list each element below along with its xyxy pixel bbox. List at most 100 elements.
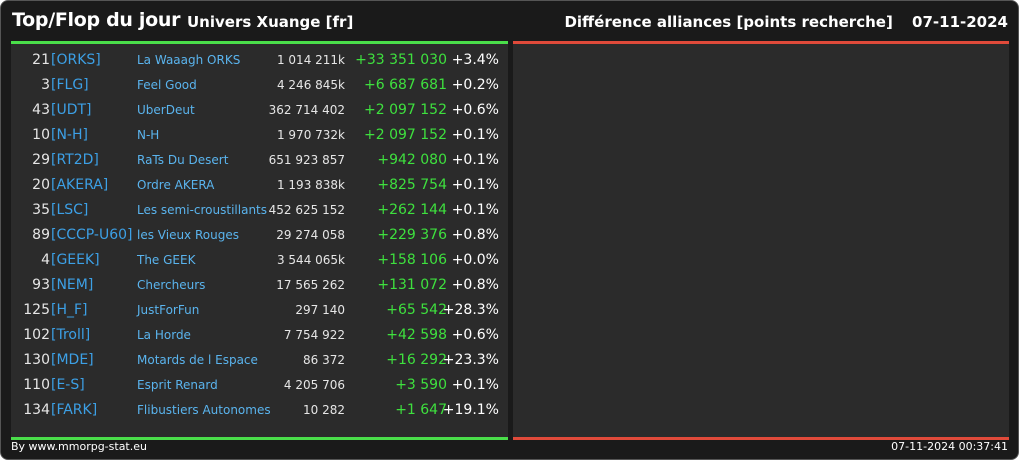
points-difference: +158 106 xyxy=(377,252,447,268)
alliance-tag: [LSC] xyxy=(51,202,89,218)
alliance-rank: 29 xyxy=(32,152,50,168)
table-row: 110 [E-S] Esprit Renard 4 205 706 +3 590 +0.1… xyxy=(11,373,508,398)
table-row: 4 [GEEK] The GEEK 3 544 065k +158 106 +0.0% xyxy=(11,248,508,273)
alliance-tag: [UDT] xyxy=(51,102,92,118)
points-difference: +3 590 xyxy=(395,377,447,393)
percent-change: +0.0% xyxy=(451,252,499,268)
points-difference: +33 351 030 xyxy=(355,52,447,68)
alliance-rank: 3 xyxy=(41,77,50,93)
percent-change: +0.6% xyxy=(451,102,499,118)
alliance-tag: [H_F] xyxy=(51,302,88,318)
alliance-tag: [RT2D] xyxy=(51,152,99,168)
header-right: Différence alliances [points recherche] … xyxy=(564,13,1008,31)
table-row: 125 [H_F] JustForFun 297 140 +65 542 +28.3% xyxy=(11,298,508,323)
points-difference: +2 097 152 xyxy=(364,102,447,118)
percent-change: +0.1% xyxy=(451,177,499,193)
table-row: 93 [NEM] Chercheurs 17 565 262 +131 072 +0.8% xyxy=(11,273,508,298)
table-row: 10 [N-H] N-H 1 970 732k +2 097 152 +0.1% xyxy=(11,123,508,148)
points-difference: +229 376 xyxy=(377,227,447,243)
percent-change: +0.1% xyxy=(451,377,499,393)
percent-change: +0.8% xyxy=(451,277,499,293)
alliance-tag: [CCCP-U60] xyxy=(51,227,133,243)
alliance-tag: [E-S] xyxy=(51,377,85,393)
alliance-name: Chercheurs xyxy=(137,278,206,292)
alliance-name: UberDeut xyxy=(137,103,195,117)
percent-change: +28.3% xyxy=(442,302,499,318)
alliance-name: The GEEK xyxy=(137,253,196,267)
alliance-name: les Vieux Rouges xyxy=(137,228,239,242)
table-row: 35 [LSC] Les semi-croustillants 452 625 152… xyxy=(11,198,508,223)
alliance-tag: [NEM] xyxy=(51,277,94,293)
alliance-points: 3 544 065k xyxy=(276,253,345,267)
table-row: 43 [UDT] UberDeut 362 714 402 +2 097 152 +0.6… xyxy=(11,98,508,123)
alliance-tag: [ORKS] xyxy=(51,52,101,68)
alliance-tag: [AKERA] xyxy=(51,177,109,193)
alliance-tag: [N-H] xyxy=(51,127,88,143)
alliance-rank: 10 xyxy=(32,127,50,143)
table-row: 29 [RT2D] RaTs Du Desert 651 923 857 +942 08… xyxy=(11,148,508,173)
alliance-points: 651 923 857 xyxy=(268,153,345,167)
table-row: 20 [AKERA] Ordre AKERA 1 193 838k +825 754 +0… xyxy=(11,173,508,198)
alliance-rank: 134 xyxy=(23,402,50,418)
alliance-tag: [FARK] xyxy=(51,402,98,418)
flop-panel xyxy=(513,41,1009,440)
alliance-name: RaTs Du Desert xyxy=(137,153,229,167)
alliance-points: 10 282 xyxy=(303,403,345,417)
alliance-rank: 89 xyxy=(32,227,50,243)
alliance-tag: [Troll] xyxy=(51,327,91,343)
category-label: Différence alliances [points recherche] xyxy=(564,13,893,31)
alliance-points: 1 014 211k xyxy=(276,53,345,67)
footer-timestamp: 07-11-2024 00:37:41 xyxy=(891,440,1008,453)
alliance-points: 1 193 838k xyxy=(276,178,345,192)
points-difference: +65 542 xyxy=(386,302,447,318)
alliance-rank: 4 xyxy=(41,252,50,268)
percent-change: +0.1% xyxy=(451,152,499,168)
points-difference: +1 647 xyxy=(395,402,447,418)
footer-credit: By www.mmorpg-stat.eu xyxy=(11,440,147,453)
points-difference: +16 292 xyxy=(386,352,447,368)
alliance-rank: 125 xyxy=(23,302,50,318)
alliance-name: Ordre AKERA xyxy=(137,178,215,192)
alliance-name: N-H xyxy=(137,128,160,142)
alliance-name: La Horde xyxy=(137,328,191,342)
points-difference: +6 687 681 xyxy=(364,77,447,93)
alliance-rank: 35 xyxy=(32,202,50,218)
alliance-points: 297 140 xyxy=(295,303,345,317)
alliance-points: 362 714 402 xyxy=(268,103,345,117)
table-row: 89 [CCCP-U60] les Vieux Rouges 29 274 058 +2… xyxy=(11,223,508,248)
top-panel: 21 [ORKS] La Waaagh ORKS 1 014 211k +33 351 … xyxy=(11,41,508,440)
percent-change: +23.3% xyxy=(442,352,499,368)
alliance-name: Motards de l Espace xyxy=(137,353,258,367)
alliance-rank: 130 xyxy=(23,352,50,368)
table-row: 21 [ORKS] La Waaagh ORKS 1 014 211k +33 351 … xyxy=(11,48,508,73)
points-difference: +2 097 152 xyxy=(364,127,447,143)
alliance-rank: 102 xyxy=(23,327,50,343)
percent-change: +0.1% xyxy=(451,202,499,218)
alliance-rank: 93 xyxy=(32,277,50,293)
alliance-name: Esprit Renard xyxy=(137,378,218,392)
percent-change: +0.1% xyxy=(451,127,499,143)
universe-label: Univers Xuange [fr] xyxy=(187,13,354,31)
table-row: 3 [FLG] Feel Good 4 246 845k +6 687 681 +0.2% xyxy=(11,73,508,98)
alliance-name: Les semi-croustillants xyxy=(137,203,268,217)
points-difference: +825 754 xyxy=(377,177,447,193)
points-difference: +131 072 xyxy=(377,277,447,293)
alliance-points: 86 372 xyxy=(303,353,345,367)
alliance-name: La Waaagh ORKS xyxy=(137,53,241,67)
alliance-name: Feel Good xyxy=(137,78,197,92)
alliance-points: 4 246 845k xyxy=(276,78,345,92)
percent-change: +0.8% xyxy=(451,227,499,243)
header-date: 07-11-2024 xyxy=(912,13,1008,31)
alliance-tag: [MDE] xyxy=(51,352,94,368)
alliance-tag: [FLG] xyxy=(51,77,89,93)
alliance-rank: 43 xyxy=(32,102,50,118)
alliance-points: 452 625 152 xyxy=(268,203,345,217)
points-difference: +942 080 xyxy=(377,152,447,168)
alliance-rank: 110 xyxy=(23,377,50,393)
points-difference: +262 144 xyxy=(377,202,447,218)
page-title: Top/Flop du jour xyxy=(12,9,181,31)
alliance-rank: 20 xyxy=(32,177,50,193)
alliance-name: JustForFun xyxy=(137,303,200,317)
percent-change: +0.2% xyxy=(451,77,499,93)
